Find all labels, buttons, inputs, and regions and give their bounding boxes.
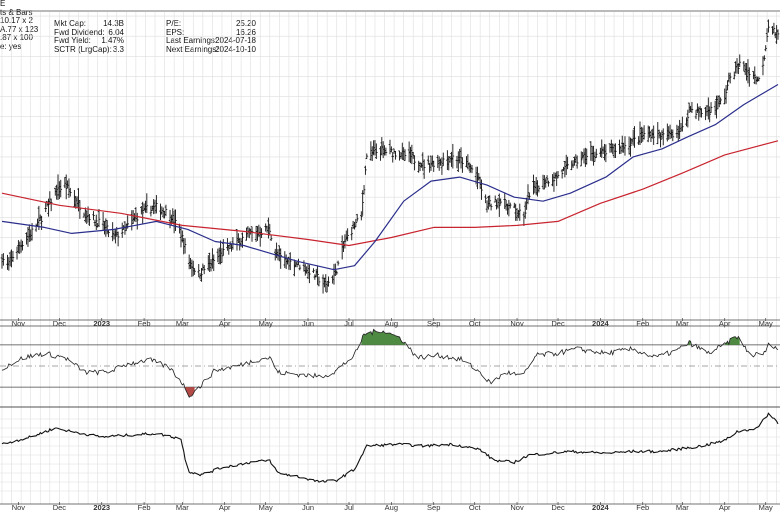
date-axis-label: Mar: [676, 319, 689, 328]
date-axis-label: Sep: [427, 503, 440, 512]
date-axis-label: Aug: [385, 503, 398, 512]
fundamental-label: Mkt Cap:: [54, 19, 87, 28]
date-axis-label: Mar: [176, 503, 189, 512]
date-axis-label: Dec: [551, 319, 565, 328]
rsi-panel: [0, 328, 780, 398]
rsi-overbought-fill: [724, 336, 740, 345]
grid-lines: [0, 10, 780, 505]
date-axis-label: Mar: [176, 319, 189, 328]
fundamental-row: Mkt Cap: 14.3B: [54, 19, 124, 29]
indicator-panel: [1, 412, 779, 483]
earnings-value: 2024-10-10: [215, 44, 256, 54]
exchange-label: E: [0, 0, 6, 8]
ohlc-value: 10.17 x 2: [0, 16, 33, 26]
date-axis-label: Oct: [469, 319, 482, 328]
date-axis-label: Feb: [636, 319, 649, 328]
date-axis-label: Jul: [344, 503, 354, 512]
fundamental-value: 14.3B: [103, 19, 124, 28]
fundamental-row: Fwd Dividend: 6.04: [54, 27, 124, 38]
earnings-label: P/E:: [166, 19, 182, 28]
date-axis-label: Nov: [12, 503, 26, 512]
earnings-value: 2024-07-18: [215, 36, 256, 46]
ohlc-row: .87 x 100: [0, 34, 38, 43]
ohlc-row: e: yes: [0, 41, 38, 52]
chart-style-label: ts & Bars: [0, 7, 33, 17]
fundamental-value: 3.3: [112, 44, 124, 54]
earnings-row: P/E: 25.20: [166, 19, 256, 29]
date-axis-label: Apr: [719, 319, 731, 328]
earnings-row: Next Earnings:2024-10-10: [166, 44, 256, 55]
date-axis-label: Jun: [302, 503, 314, 512]
earnings-label: EPS:: [166, 27, 185, 37]
ohlc-value: A.77 x 123: [0, 24, 39, 34]
date-axis-label: Dec: [53, 503, 67, 512]
date-axis-label: May: [759, 319, 773, 328]
ohlc-value: .87 x 100: [0, 33, 33, 43]
earnings-row: Last Earnings:2024-07-18: [166, 37, 256, 46]
moving-average-short-line: [1, 83, 779, 271]
date-axis-label: 2024: [592, 503, 610, 512]
price-panel: [0, 19, 780, 294]
rsi-oversold-fill: [185, 387, 195, 398]
date-axis-label: 2023: [93, 319, 110, 328]
date-axis-label: Dec: [53, 319, 67, 328]
moving-average-long-line: [1, 140, 779, 247]
date-axis-label: May: [759, 503, 773, 512]
date-axis-label: Aug: [385, 319, 398, 328]
ohlc-row: A.77 x 123: [0, 24, 39, 35]
earnings-value: 16.26: [235, 27, 256, 37]
ohlc-value: yes: [8, 41, 22, 51]
date-axis-label: Jul: [344, 319, 354, 328]
date-axis-label: 2024: [592, 319, 610, 328]
ohlc-label: e:: [0, 41, 7, 51]
indicator-line: [1, 412, 779, 483]
earnings-block: P/E: 25.20 EPS: 16.26 Last Earnings:2024-0…: [166, 19, 256, 55]
date-axis-label: Oct: [469, 503, 482, 512]
date-axis-label: Dec: [551, 503, 565, 512]
rsi-overbought-fill: [361, 329, 405, 345]
date-axis-label: Feb: [138, 503, 151, 512]
date-axis-label: Apr: [219, 503, 231, 512]
rsi-line: [1, 328, 779, 398]
date-axis-label: Feb: [636, 503, 649, 512]
date-axis-label: Nov: [510, 319, 524, 328]
fundamental-value: 6.04: [108, 27, 124, 37]
date-axis-label: Jun: [302, 319, 314, 328]
fundamental-row: SCTR (LrgCap):3.3: [54, 44, 124, 55]
date-axis-label: Apr: [719, 503, 731, 512]
ohlc-info-block: E ts & Bars 10.17 x 2 A.77 x 123 .87 x 1…: [0, 0, 38, 52]
date-axis-labels: Nov Dec 2023 Feb Mar Apr May Jun Jul Aug Sep Oct Nov…: [12, 318, 773, 512]
fundamental-label: Fwd Yield:: [54, 36, 91, 46]
date-axis-label: May: [259, 503, 273, 512]
ohlc-row: 10.17 x 2: [0, 17, 38, 26]
earnings-value: 25.20: [235, 19, 256, 28]
fundamental-label: SCTR (LrgCap):: [54, 44, 112, 54]
fundamental-value: 1.47%: [101, 36, 124, 46]
date-axis-label: Sep: [427, 319, 440, 328]
date-axis-label: Mar: [676, 503, 689, 512]
fundamental-row: Fwd Yield: 1.47%: [54, 37, 124, 46]
fundamentals-block: Mkt Cap: 14.3B Fwd Dividend: 6.04 Fwd Yiel…: [54, 19, 124, 55]
earnings-label: Next Earnings:: [166, 44, 219, 54]
date-axis-label: 2023: [93, 503, 110, 512]
date-axis-label: May: [259, 319, 273, 328]
date-axis-label: Nov: [12, 319, 26, 328]
rsi-overbought-fill: [687, 340, 691, 345]
earnings-row: EPS: 16.26: [166, 27, 256, 38]
fundamental-label: Fwd Dividend:: [54, 27, 105, 37]
date-axis-label: Feb: [138, 319, 151, 328]
date-axis-label: Apr: [219, 319, 231, 328]
date-axis-label: Nov: [510, 503, 524, 512]
earnings-label: Last Earnings:: [166, 36, 218, 46]
